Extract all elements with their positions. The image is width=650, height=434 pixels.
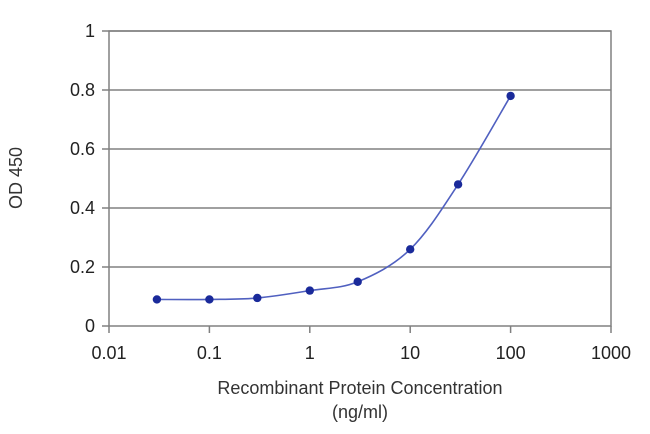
data-point-2	[253, 293, 262, 303]
y-tick-label-4: 0.8	[70, 80, 95, 100]
y-tick-label-5: 1	[85, 21, 95, 41]
x-tick-label-4: 100	[496, 343, 526, 363]
data-point-6	[453, 180, 463, 189]
data-point-3	[305, 286, 314, 295]
x-tick-label-3: 10	[400, 343, 420, 363]
y-tick-label-2: 0.4	[70, 198, 95, 218]
x-axis-unit: (ng/ml)	[332, 402, 388, 422]
grid-lines	[109, 30, 611, 268]
y-tick-label-1: 0.2	[70, 257, 95, 277]
x-axis-title: Recombinant Protein Concentration	[217, 378, 502, 398]
y-axis-ticks: 0 0.2 0.4 0.6 0.8 1	[70, 21, 109, 336]
y-tick-label-3: 0.6	[70, 139, 95, 159]
data-series	[152, 91, 515, 304]
y-tick-label-0: 0	[85, 316, 95, 336]
x-tick-label-2: 1	[305, 343, 315, 363]
data-point-4	[353, 277, 362, 286]
data-point-5	[406, 245, 415, 254]
data-point-1	[205, 295, 214, 304]
x-tick-label-1: 0.1	[197, 343, 222, 363]
x-tick-label-5: 1000	[591, 343, 631, 363]
data-point-7	[506, 91, 515, 101]
x-tick-label-0: 0.01	[91, 343, 126, 363]
x-axis-ticks: 0.01 0.1 1 10 100 1000	[91, 326, 631, 363]
plot-area	[108, 30, 612, 327]
data-point-0	[152, 295, 162, 304]
y-axis-title: OD 450	[6, 147, 26, 209]
